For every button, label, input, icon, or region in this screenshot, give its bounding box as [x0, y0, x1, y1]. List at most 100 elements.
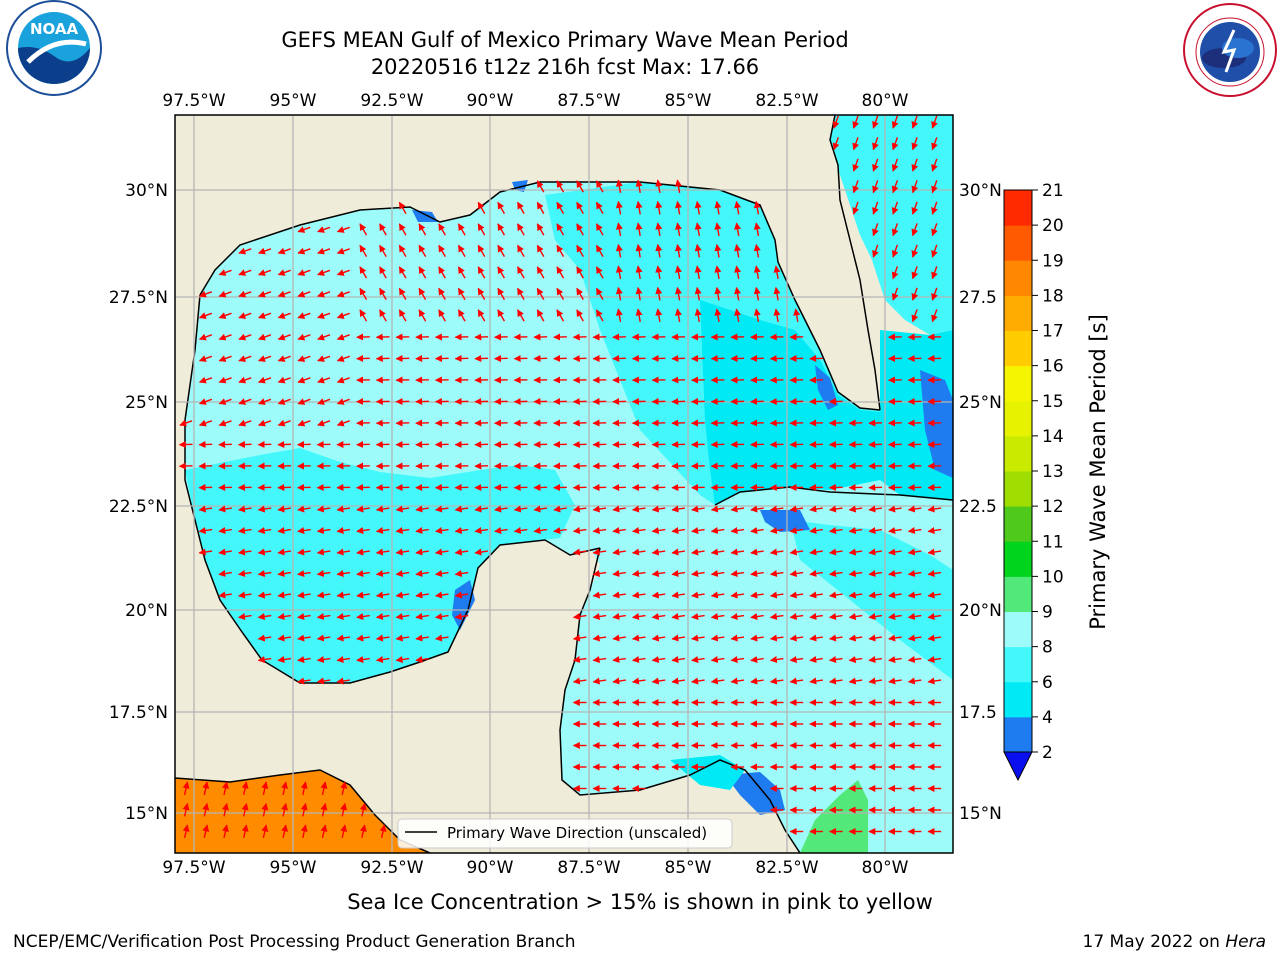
wave-arrow — [336, 312, 350, 319]
wave-arrow — [497, 287, 506, 300]
wave-arrow — [615, 286, 623, 301]
wave-arrow — [848, 613, 863, 620]
colorbar-label: Primary Wave Mean Period [s] — [1086, 314, 1110, 630]
wave-arrow — [336, 269, 350, 276]
wave-arrow — [297, 226, 311, 233]
wave-arrow — [655, 286, 663, 301]
wave-arrow — [297, 634, 311, 642]
wave-arrow — [438, 309, 446, 322]
wave-arrow — [848, 548, 863, 556]
wave-arrow — [536, 180, 545, 193]
lon-tick-bottom: 85°W — [665, 858, 712, 878]
wave-arrow — [356, 634, 370, 642]
wave-arrow — [516, 287, 525, 300]
wave-arrow — [435, 505, 449, 513]
footer-host: Hera — [1225, 932, 1266, 952]
wave-arrow — [202, 781, 210, 796]
wave-arrow — [359, 824, 367, 839]
wave-arrow — [595, 223, 604, 236]
wave-arrow — [258, 355, 272, 362]
wave-arrow — [398, 266, 407, 279]
colorbar-tick-label: 20 — [1042, 216, 1064, 236]
wave-arrow — [222, 824, 229, 839]
wave-arrow — [891, 180, 899, 194]
wave-arrow — [576, 223, 584, 236]
la-coast-deep — [412, 210, 438, 222]
wave-arrow — [769, 613, 784, 620]
caption: Sea Ice Concentration > 15% is shown in … — [347, 890, 933, 914]
wave-arrow — [931, 158, 938, 172]
wave-arrow — [612, 613, 626, 620]
chart-subtitle: 20220516 t12z 216h fcst Max: 17.66 — [370, 55, 760, 79]
wave-arrow — [829, 677, 843, 685]
wave-arrow — [612, 570, 626, 577]
wave-arrow — [415, 656, 429, 663]
wave-arrow — [297, 269, 311, 276]
wave-direction-arrows — [178, 115, 942, 839]
wave-arrow — [730, 591, 745, 599]
wave-arrow — [710, 527, 725, 534]
wave-arrow — [438, 244, 446, 257]
wave-arrow — [809, 548, 823, 556]
wave-arrow — [238, 570, 252, 577]
wave-arrow — [438, 287, 446, 300]
colorbar-segment — [1004, 225, 1032, 261]
wave-arrow — [829, 548, 843, 556]
wave-arrow — [572, 548, 587, 556]
wave-arrow — [536, 201, 545, 214]
wave-arrow — [848, 591, 863, 599]
chart-title: GEFS MEAN Gulf of Mexico Primary Wave Me… — [281, 28, 849, 52]
wave-arrow — [927, 677, 942, 685]
wave-arrow — [750, 634, 764, 642]
wave-arrow — [257, 548, 272, 556]
wave-arrow — [872, 201, 879, 215]
wave-arrow — [891, 201, 899, 215]
wave-arrow — [320, 781, 328, 796]
wave-arrow — [198, 333, 213, 341]
wave-arrow — [931, 115, 938, 129]
wave-arrow — [359, 802, 367, 817]
wave-arrow — [809, 591, 823, 599]
wave-arrow — [848, 634, 863, 642]
wave-arrow — [375, 570, 390, 577]
wave-arrow — [241, 781, 249, 796]
wave-arrow — [655, 243, 663, 258]
wave-arrow — [750, 505, 764, 513]
wave-arrow — [356, 656, 370, 663]
wave-arrow — [907, 591, 922, 599]
wave-arrow — [576, 309, 584, 322]
colorbar-tick-label: 6 — [1042, 673, 1053, 693]
wave-arrow — [852, 158, 860, 172]
wave-arrow — [277, 398, 291, 405]
colorbar-segment — [1004, 716, 1032, 753]
wave-arrow — [356, 527, 370, 534]
colorbar-segment — [1004, 190, 1032, 226]
wave-arrow — [907, 677, 922, 685]
wave-arrow — [888, 634, 902, 642]
wave-arrow — [474, 527, 488, 534]
wave-arrow — [556, 287, 565, 300]
wave-arrow — [750, 570, 764, 577]
wave-arrow — [773, 265, 781, 280]
honduras-deep — [725, 772, 785, 815]
wave-arrow — [888, 677, 902, 685]
wave-arrow — [277, 505, 291, 513]
wave-arrow — [320, 824, 328, 839]
wave-arrow — [612, 656, 626, 663]
wave-arrow — [710, 570, 725, 577]
lon-tick-bottom: 82.5°W — [755, 858, 818, 878]
wave-arrow — [218, 419, 232, 427]
wave-arrow — [655, 200, 663, 215]
wave-arrow — [651, 527, 666, 534]
wave-arrow — [297, 247, 311, 255]
lat-tick-left: 30°N — [125, 181, 168, 201]
wave-arrow — [891, 137, 899, 151]
wave-arrow — [395, 634, 410, 642]
wave-arrow — [572, 634, 587, 642]
wave-arrow — [238, 269, 252, 276]
wave-arrow — [218, 355, 232, 362]
wave-arrow — [868, 634, 882, 642]
wave-arrow — [238, 505, 252, 513]
wave-arrow — [218, 591, 232, 599]
colorbar-segment — [1004, 330, 1032, 367]
